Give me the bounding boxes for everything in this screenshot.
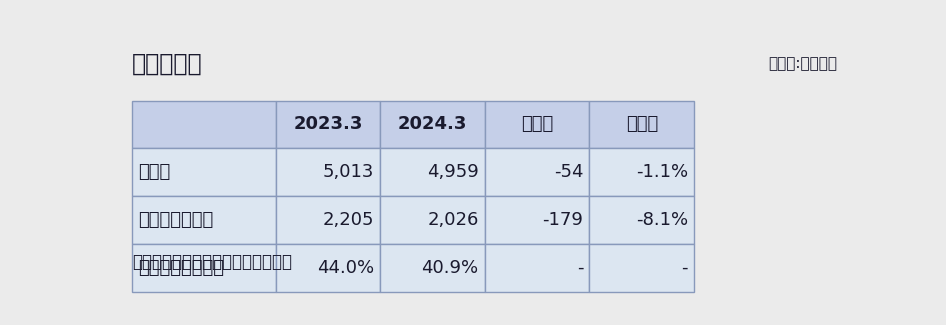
Bar (589, 101, 694, 148)
Bar (275, 196, 380, 244)
Text: -: - (577, 259, 584, 277)
Bar (589, 196, 694, 244)
Bar (132, 101, 275, 148)
Bar (132, 196, 275, 244)
Text: 売上高: 売上高 (138, 163, 170, 181)
Text: -179: -179 (542, 211, 584, 229)
Text: -: - (681, 259, 688, 277)
Bar (484, 148, 589, 196)
Text: （単位:百万円）: （単位:百万円） (768, 56, 837, 71)
Text: カード事業: カード事業 (132, 52, 202, 76)
Text: -8.1%: -8.1% (636, 211, 688, 229)
Bar (380, 101, 484, 148)
Bar (484, 101, 589, 148)
Bar (132, 148, 275, 196)
Text: ＊セグメント利益は営業利益ベース: ＊セグメント利益は営業利益ベース (132, 253, 292, 271)
Bar (275, 244, 380, 292)
Bar (589, 148, 694, 196)
Text: 40.9%: 40.9% (422, 259, 479, 277)
Text: 2024.3: 2024.3 (398, 115, 467, 134)
Text: セグメント利益: セグメント利益 (138, 211, 214, 229)
Text: 増減額: 増減額 (521, 115, 553, 134)
Bar (484, 244, 589, 292)
Bar (275, 101, 380, 148)
Bar (380, 244, 484, 292)
Text: 44.0%: 44.0% (317, 259, 374, 277)
Text: 4,959: 4,959 (427, 163, 479, 181)
Bar (589, 244, 694, 292)
Bar (380, 196, 484, 244)
Text: セグメント利益率: セグメント利益率 (138, 259, 224, 277)
Bar (380, 148, 484, 196)
Text: 2,026: 2,026 (428, 211, 479, 229)
Text: 増減率: 増減率 (625, 115, 657, 134)
Text: -1.1%: -1.1% (636, 163, 688, 181)
Text: 2023.3: 2023.3 (293, 115, 362, 134)
Text: 2,205: 2,205 (323, 211, 374, 229)
Text: 5,013: 5,013 (323, 163, 374, 181)
Bar (132, 244, 275, 292)
Bar (484, 196, 589, 244)
Text: -54: -54 (553, 163, 584, 181)
Bar (275, 148, 380, 196)
